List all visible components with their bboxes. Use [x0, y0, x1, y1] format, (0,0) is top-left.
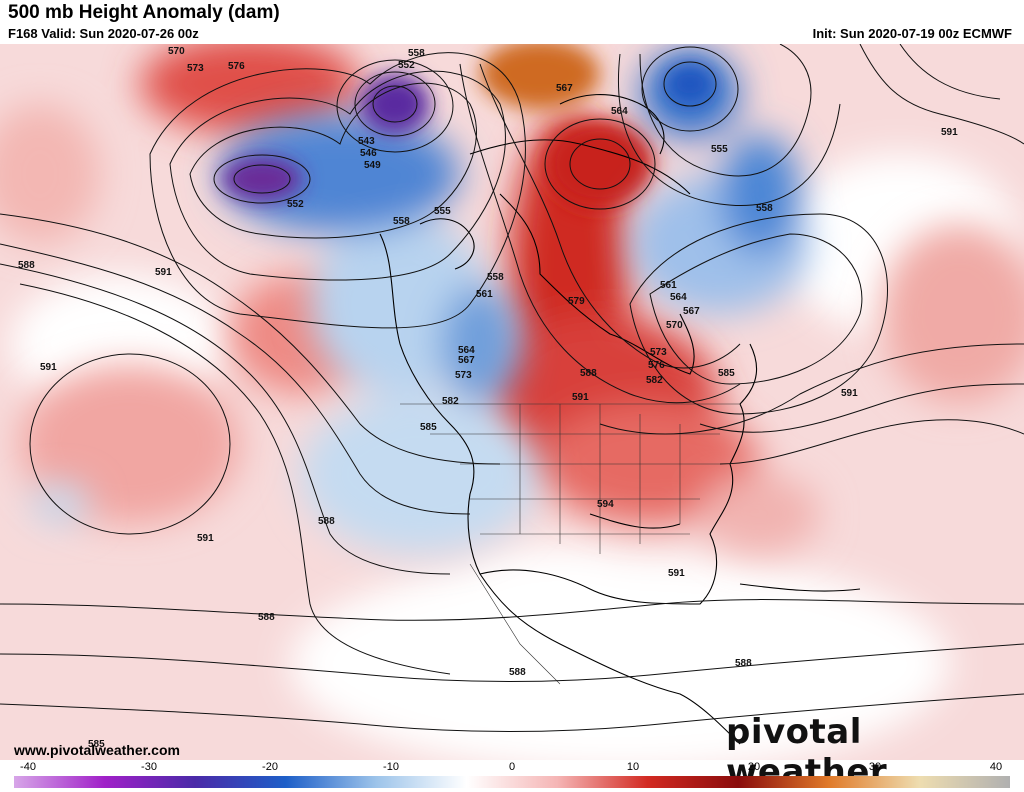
contour-label: 588 [318, 516, 335, 527]
contour-label: 588 [18, 260, 35, 271]
contour-label: 591 [941, 127, 958, 138]
colorbar-tick: 40 [989, 761, 1003, 773]
site-url: www.pivotalweather.com [14, 742, 180, 758]
contour-label: 567 [458, 355, 475, 366]
positive-anomalies [0, 44, 1024, 554]
contour-label: 558 [487, 272, 504, 283]
contour-label: 594 [597, 499, 614, 510]
contour-label: 582 [646, 375, 663, 386]
contour-label: 576 [648, 360, 665, 371]
contour-label: 552 [287, 199, 304, 210]
colorbar-tick: -40 [20, 761, 36, 773]
contour-label: 564 [670, 292, 687, 303]
contour-label: 588 [258, 612, 275, 623]
contour-label: 543 [358, 136, 375, 147]
coastlines [379, 94, 861, 745]
contour-label: 579 [568, 296, 585, 307]
contour-label: 588 [735, 658, 752, 669]
colorbar-tick: -20 [262, 761, 278, 773]
contour-label: 591 [155, 267, 172, 278]
colorbar-tick: -30 [141, 761, 157, 773]
contour-label: 591 [668, 568, 685, 579]
contour-label: 591 [841, 388, 858, 399]
contour-label: 558 [408, 48, 425, 59]
contour-label: 561 [660, 280, 677, 291]
colorbar-tick: -10 [383, 761, 399, 773]
colorbar-ticks: -40 -30 -20 -10 0 10 20 30 40 [0, 760, 1024, 776]
contour-label: 591 [572, 392, 589, 403]
contour-label: 585 [420, 422, 437, 433]
header: 500 mb Height Anomaly (dam) F168 Valid: … [0, 0, 1024, 44]
contour-label: 570 [666, 320, 683, 331]
contour-label: 576 [228, 61, 245, 72]
contour-labels: 570 573 576 558 552 567 564 555 543 546 … [18, 46, 958, 750]
contour-label: 564 [458, 345, 475, 356]
colorbar-tick: 20 [747, 761, 761, 773]
strong-positive-core [480, 44, 655, 209]
colorbar-tick: 30 [868, 761, 882, 773]
height-contours [0, 44, 1024, 732]
contour-label: 582 [442, 396, 459, 407]
contour-label: 573 [650, 347, 667, 358]
contour-label: 591 [197, 533, 214, 544]
contour-label: 564 [611, 106, 628, 117]
deep-negative-core [222, 64, 715, 201]
contour-label: 588 [509, 667, 526, 678]
init-time: Init: Sun 2020-07-19 00z ECMWF [812, 26, 1012, 41]
contour-label: 558 [393, 216, 410, 227]
contour-label: 558 [756, 203, 773, 214]
contour-label: 567 [556, 83, 573, 94]
contour-label: 585 [718, 368, 735, 379]
map-canvas: 570 573 576 558 552 567 564 555 543 546 … [0, 44, 1024, 760]
contour-label: 573 [455, 370, 472, 381]
contour-label: 585 [88, 739, 105, 750]
contour-label: 591 [40, 362, 57, 373]
contour-label: 546 [360, 148, 377, 159]
colorbar-tick: 10 [626, 761, 640, 773]
contour-label: 570 [168, 46, 185, 57]
colorbar [14, 776, 1010, 788]
contour-label: 573 [187, 63, 204, 74]
anomaly-map: 570 573 576 558 552 567 564 555 543 546 … [0, 44, 1024, 760]
colorbar-tick: 0 [508, 761, 516, 773]
contour-label: 567 [683, 306, 700, 317]
contour-label: 555 [711, 144, 728, 155]
contour-label: 549 [364, 160, 381, 171]
contour-label: 555 [434, 206, 451, 217]
contour-label: 561 [476, 289, 493, 300]
map-title: 500 mb Height Anomaly (dam) [8, 2, 280, 23]
contour-label: 588 [580, 368, 597, 379]
contour-label: 552 [398, 60, 415, 71]
valid-time: F168 Valid: Sun 2020-07-26 00z [8, 26, 199, 41]
